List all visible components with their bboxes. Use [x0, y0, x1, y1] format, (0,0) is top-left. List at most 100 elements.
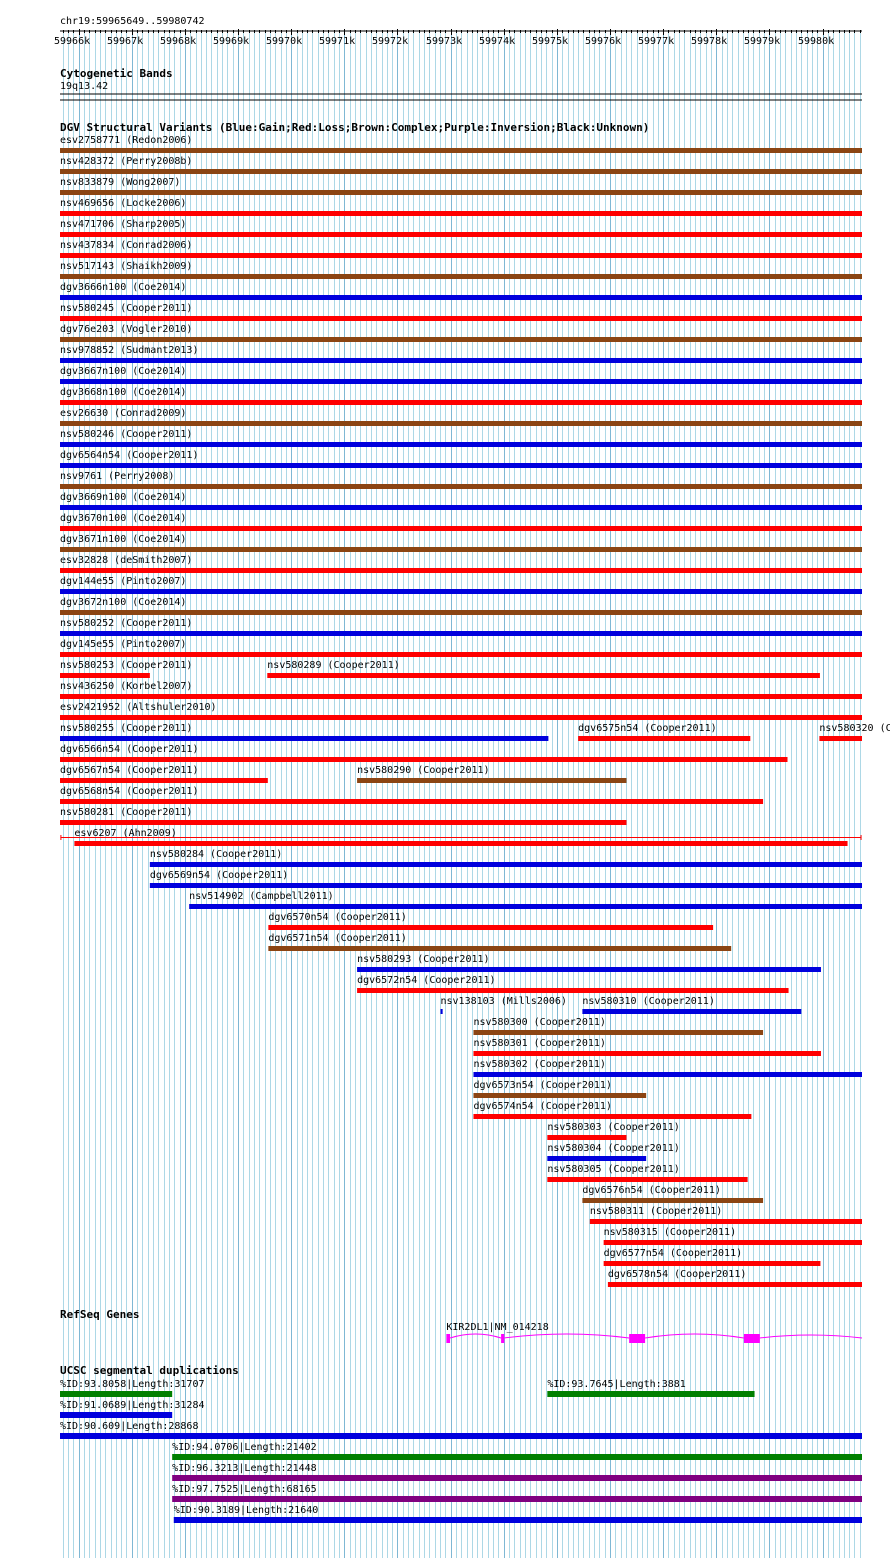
dgv-variant[interactable]: esv32828 (deSmith2007) [60, 555, 862, 573]
dgv-variant[interactable]: dgv3670n100 (Coe2014) [60, 513, 862, 531]
dgv-variant[interactable]: nsv580284 (Cooper2011) [149, 849, 862, 867]
dgv-variant[interactable]: nsv514902 (Campbell2011) [189, 891, 862, 909]
dgv-variant-label: dgv6569n54 (Cooper2011) [150, 870, 288, 881]
dgv-variant[interactable]: nsv580300 (Cooper2011) [473, 1017, 764, 1035]
dgv-variant[interactable]: dgv3672n100 (Coe2014) [60, 597, 862, 615]
dgv-variant[interactable]: nsv517143 (Shaikh2009) [60, 261, 862, 279]
dgv-variant[interactable]: dgv6576n54 (Cooper2011) [582, 1185, 764, 1203]
dgv-variant[interactable]: nsv469656 (Locke2006) [60, 198, 862, 216]
dgv-variant[interactable]: nsv580301 (Cooper2011) [473, 1038, 821, 1056]
dgv-variant[interactable]: esv2758771 (Redon2006) [60, 135, 862, 153]
dgv-variant[interactable]: dgv6578n54 (Cooper2011) [607, 1269, 862, 1287]
dgv-variant[interactable]: nsv580311 (Cooper2011) [589, 1206, 862, 1224]
gene-exon [743, 1334, 760, 1343]
dgv-variant[interactable]: dgv6569n54 (Cooper2011) [149, 870, 862, 888]
dgv-variant-bar [268, 946, 732, 951]
dgv-variant[interactable]: dgv6571n54 (Cooper2011) [268, 933, 732, 951]
dgv-variant-bar [60, 421, 862, 426]
dgv-variant[interactable]: dgv3666n100 (Coe2014) [60, 282, 862, 300]
dgv-variant[interactable]: esv2421952 (Altshuler2010) [60, 702, 862, 720]
dgv-variant[interactable]: nsv580293 (Cooper2011) [357, 954, 821, 972]
segdup-feature[interactable]: %ID:97.7525|Length:68165 [172, 1484, 862, 1502]
dgv-variant-label: dgv6564n54 (Cooper2011) [60, 450, 198, 461]
dgv-variant[interactable]: dgv145e55 (Pinto2007) [60, 639, 862, 657]
dgv-variant-bar [149, 883, 862, 888]
dgv-variant[interactable]: dgv6574n54 (Cooper2011) [473, 1101, 752, 1119]
dgv-variant-bar [60, 526, 862, 531]
segdup-feature[interactable]: %ID:90.3189|Length:21640 [173, 1505, 862, 1523]
dgv-variant[interactable]: dgv144e55 (Pinto2007) [60, 576, 862, 594]
dgv-variant[interactable]: dgv6566n54 (Cooper2011) [60, 744, 788, 762]
dgv-variant-bar [547, 1135, 627, 1140]
dgv-variant[interactable]: dgv6575n54 (Cooper2011) [578, 723, 751, 741]
dgv-variant[interactable]: dgv3671n100 (Coe2014) [60, 534, 862, 552]
dgv-variant-bar [60, 358, 862, 363]
dgv-variant[interactable]: nsv580320 (Cooper2011) [819, 723, 890, 741]
dgv-variant[interactable]: nsv833879 (Wong2007) [60, 177, 862, 195]
dgv-variant[interactable]: dgv6577n54 (Cooper2011) [603, 1248, 821, 1266]
segdup-feature[interactable]: %ID:90.609|Length:28868 [60, 1421, 862, 1439]
gene-intron-line [449, 1333, 863, 1339]
segdup-feature[interactable]: %ID:96.3213|Length:21448 [172, 1463, 862, 1481]
dgv-variant[interactable]: nsv471706 (Sharp2005) [60, 219, 862, 237]
dgv-variant[interactable]: esv6207 (Ahn2009) [60, 828, 862, 846]
dgv-variant[interactable]: nsv978852 (Sudmant2013) [60, 345, 862, 363]
dgv-variant-bar [60, 169, 862, 174]
dgv-variant-label: dgv6575n54 (Cooper2011) [578, 723, 716, 734]
dgv-variant-label: nsv580320 (Cooper2011) [819, 723, 890, 734]
dgv-variant[interactable]: nsv580290 (Cooper2011) [357, 765, 627, 783]
dgv-variant[interactable]: nsv138103 (Mills2006) [440, 996, 567, 1014]
dgv-variant[interactable]: nsv437834 (Conrad2006) [60, 240, 862, 258]
cytoband-track-title: Cytogenetic Bands [60, 67, 173, 80]
dgv-variant[interactable]: nsv436250 (Korbel2007) [60, 681, 862, 699]
dgv-variant[interactable]: nsv580302 (Cooper2011) [473, 1059, 862, 1077]
dgv-variant[interactable]: nsv580245 (Cooper2011) [60, 303, 862, 321]
dgv-variant[interactable]: dgv3668n100 (Coe2014) [60, 387, 862, 405]
dgv-variant-label: nsv517143 (Shaikh2009) [60, 261, 192, 272]
dgv-variant-bar [473, 1072, 862, 1077]
dgv-variant[interactable]: dgv6573n54 (Cooper2011) [473, 1080, 647, 1098]
dgv-variant[interactable]: nsv580252 (Cooper2011) [60, 618, 862, 636]
dgv-variant[interactable]: dgv3669n100 (Coe2014) [60, 492, 862, 510]
dgv-variant[interactable]: nsv428372 (Perry2008b) [60, 156, 862, 174]
segdup-feature[interactable]: %ID:93.7645|Length:3881 [547, 1379, 755, 1397]
gene-feature[interactable]: KIR2DL1|NM_014218 [446, 1322, 863, 1343]
dgv-variant[interactable]: dgv76e203 (Vogler2010) [60, 324, 862, 342]
dgv-variant-label: nsv138103 (Mills2006) [441, 996, 567, 1007]
dgv-variant[interactable]: nsv580289 (Cooper2011) [267, 660, 820, 678]
dgv-variant[interactable]: nsv580304 (Cooper2011) [547, 1143, 680, 1161]
dgv-variant[interactable]: nsv580303 (Cooper2011) [547, 1122, 680, 1140]
dgv-features: esv2758771 (Redon2006) nsv428372 (Perry20… [60, 135, 890, 1287]
dgv-variant[interactable]: nsv580305 (Cooper2011) [547, 1164, 748, 1182]
dgv-variant[interactable]: nsv580281 (Cooper2011) [60, 807, 627, 825]
dgv-variant-label: nsv471706 (Sharp2005) [60, 219, 186, 230]
dgv-variant[interactable]: nsv580315 (Cooper2011) [603, 1227, 862, 1245]
dgv-variant[interactable]: nsv9761 (Perry2008) [60, 471, 862, 489]
dgv-variant-bar [60, 190, 862, 195]
dgv-variant[interactable]: dgv6568n54 (Cooper2011) [60, 786, 764, 804]
segdup-bar [60, 1433, 862, 1439]
dgv-variant[interactable]: dgv6572n54 (Cooper2011) [357, 975, 789, 993]
ruler-tick-label: 59972k [372, 36, 408, 47]
dgv-variant[interactable]: nsv580253 (Cooper2011) [60, 660, 192, 678]
dgv-variant-bar [60, 253, 862, 258]
dgv-variant[interactable]: dgv3667n100 (Coe2014) [60, 366, 862, 384]
dgv-variant-label: dgv3671n100 (Coe2014) [60, 534, 186, 545]
dgv-track-title: DGV Structural Variants (Blue:Gain;Red:L… [60, 121, 649, 134]
dgv-variant[interactable]: dgv6570n54 (Cooper2011) [268, 912, 714, 930]
dgv-variant-bar [60, 505, 862, 510]
dgv-variant[interactable]: nsv580310 (Cooper2011) [582, 996, 802, 1014]
dgv-variant-bar [547, 1156, 647, 1161]
dgv-variant[interactable]: dgv6567n54 (Cooper2011) [60, 765, 268, 783]
ruler-tick-label: 59966k [54, 36, 90, 47]
dgv-variant[interactable]: esv26630 (Conrad2009) [60, 408, 862, 426]
segdup-feature[interactable]: %ID:94.0706|Length:21402 [172, 1442, 862, 1460]
dgv-variant-label: dgv6576n54 (Cooper2011) [582, 1185, 720, 1196]
cytoband-track: Cytogenetic Bands 19q13.42 [60, 67, 862, 101]
dgv-variant[interactable]: nsv580255 (Cooper2011) [60, 723, 549, 741]
segdup-feature[interactable]: %ID:91.0689|Length:31284 [60, 1400, 205, 1418]
dgv-variant-label: nsv436250 (Korbel2007) [60, 681, 192, 692]
dgv-variant[interactable]: dgv6564n54 (Cooper2011) [60, 450, 862, 468]
dgv-variant[interactable]: nsv580246 (Cooper2011) [60, 429, 862, 447]
segdup-feature[interactable]: %ID:93.8058|Length:31707 [60, 1379, 205, 1397]
